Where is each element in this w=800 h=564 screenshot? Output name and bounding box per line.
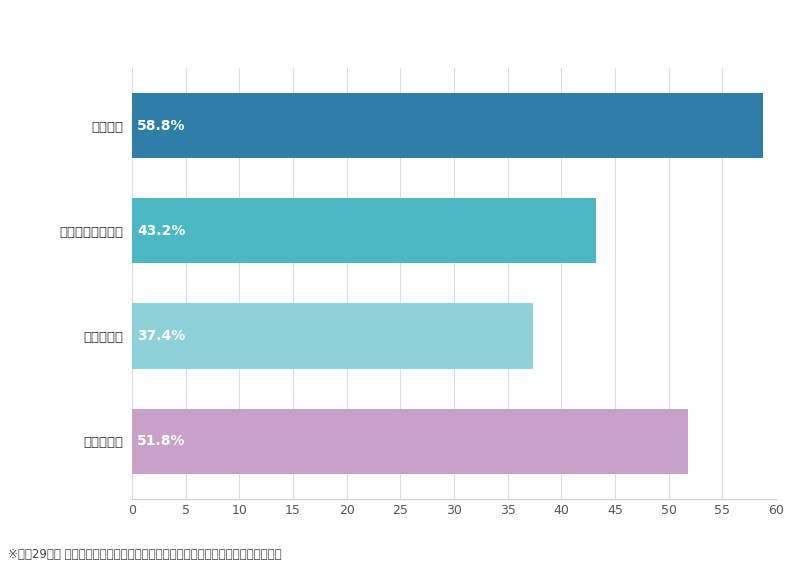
- Bar: [132, 198, 596, 263]
- Text: 51.8%: 51.8%: [138, 434, 186, 448]
- Text: 病床機能別　紹介率: 病床機能別 紹介率: [352, 11, 448, 29]
- Bar: [132, 93, 763, 158]
- Text: 43.2%: 43.2%: [138, 224, 186, 238]
- Text: 58.8%: 58.8%: [138, 118, 186, 133]
- Text: 37.4%: 37.4%: [138, 329, 186, 343]
- Bar: [132, 303, 534, 369]
- Text: ※平成29年度 病院経営管理指標を基に作成。設立主体は医療法人に限定している。: ※平成29年度 病院経営管理指標を基に作成。設立主体は医療法人に限定している。: [8, 548, 282, 561]
- Bar: [132, 409, 688, 474]
